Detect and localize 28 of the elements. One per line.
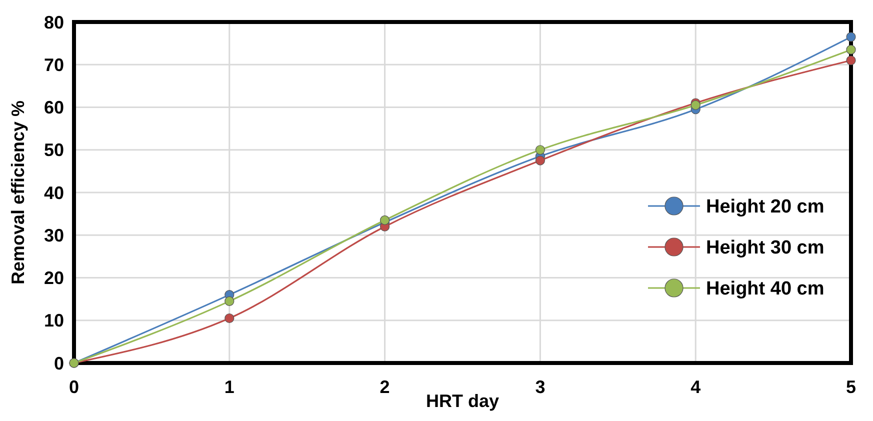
- point: [535, 156, 545, 166]
- y-axis-title: Removal efficiency %: [8, 100, 28, 285]
- y-tick-label: 70: [44, 54, 64, 75]
- point: [380, 215, 390, 226]
- point: [846, 56, 856, 66]
- legend-label: Height 40 cm: [706, 278, 824, 300]
- point: [846, 32, 856, 42]
- legend-label: Height 30 cm: [706, 238, 824, 259]
- x-tick-label: 5: [846, 377, 856, 397]
- point: [224, 296, 234, 306]
- x-tick-label: 3: [535, 377, 546, 397]
- x-axis-title: HRT day: [426, 391, 500, 411]
- y-tick-label: 50: [44, 140, 64, 160]
- x-tick-label: 2: [380, 377, 390, 397]
- y-tick-label: 10: [44, 310, 64, 331]
- y-tick-label: 0: [54, 353, 64, 374]
- y-tick-label: 80: [44, 12, 64, 32]
- x-tick-label: 4: [690, 377, 701, 397]
- point: [846, 44, 856, 55]
- x-tick-label: 1: [224, 377, 234, 397]
- y-tick-label: 30: [44, 225, 64, 246]
- y-tick-label: 40: [44, 182, 64, 203]
- x-tick-label: 0: [68, 377, 80, 397]
- y-tick-label: 60: [44, 98, 64, 118]
- y-tick-label: 20: [44, 268, 64, 288]
- legend-label: Height 20 cm: [706, 196, 824, 218]
- point: [535, 145, 545, 155]
- point: [224, 313, 234, 324]
